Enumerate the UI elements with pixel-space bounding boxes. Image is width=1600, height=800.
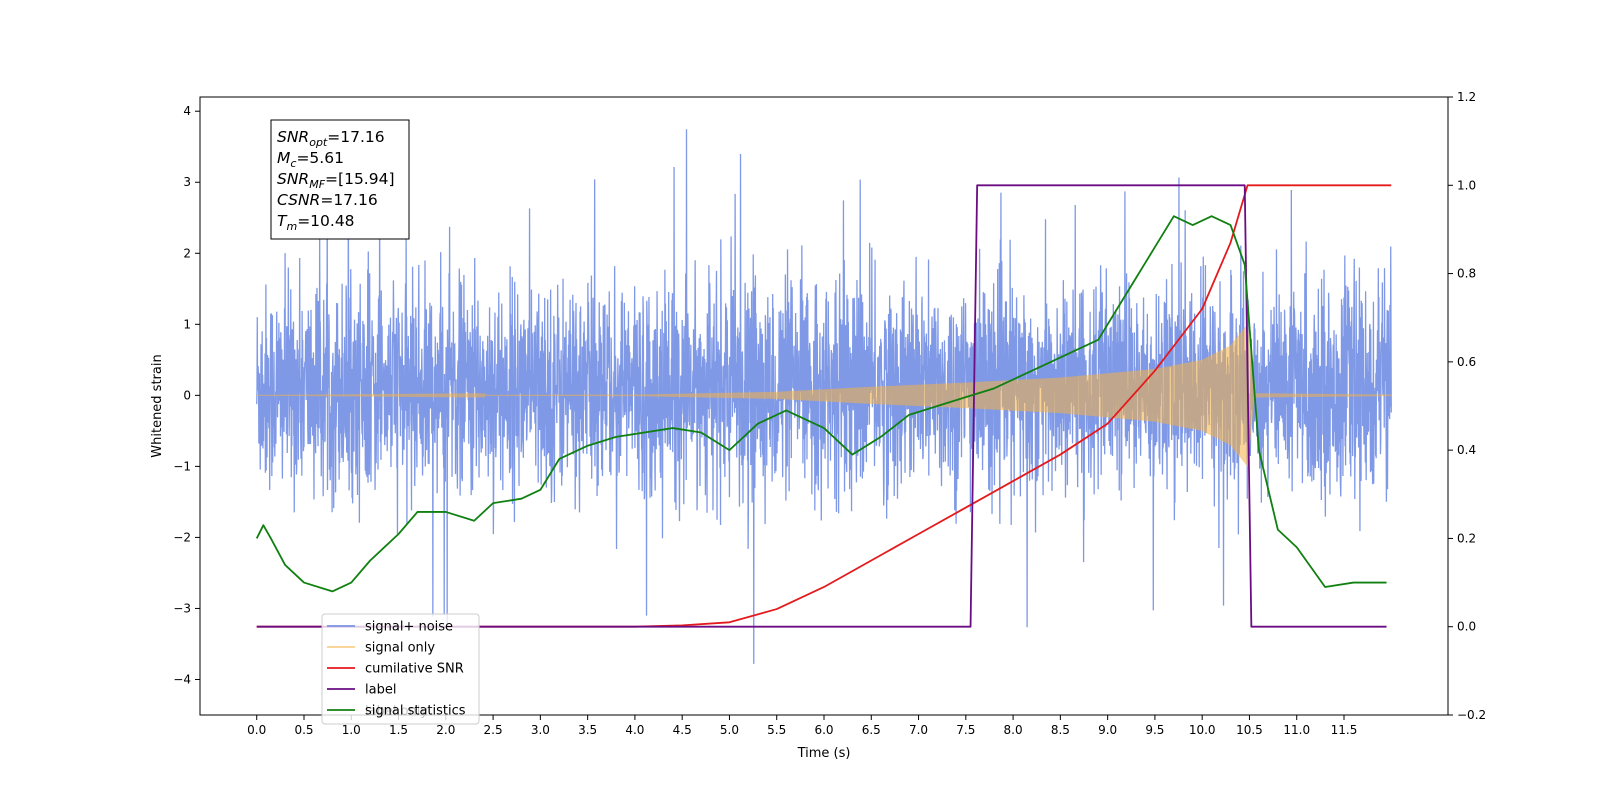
x-tick-label: 9.0 [1098, 723, 1117, 737]
y-tick-label: −4 [173, 672, 191, 686]
x-tick-label: 10.5 [1236, 723, 1263, 737]
info-line: Tm=10.48 [277, 212, 355, 233]
legend-label: label [365, 683, 396, 698]
x-tick-label: 10.0 [1189, 723, 1216, 737]
info-line: SNRMF=[15.94] [277, 170, 395, 191]
legend-label: signal only [365, 641, 435, 656]
y-tick-label: 4 [183, 104, 191, 118]
info-line: CSNR=17.16 [277, 191, 378, 209]
info-box: SNRopt=17.16Mc=5.61SNRMF=[15.94]CSNR=17.… [270, 119, 410, 240]
x-tick-label: 3.5 [578, 723, 597, 737]
series-signal-statistics [255, 215, 1387, 593]
legend-label: cumilative SNR [365, 662, 464, 677]
x-axis-label: Time (s) [797, 746, 851, 761]
x-tick-label: 11.5 [1331, 723, 1358, 737]
y-tick-label: 0 [183, 388, 191, 402]
info-line: SNRopt=17.16 [277, 128, 385, 149]
x-tick-label: 2.5 [484, 723, 503, 737]
x-tick-label: 7.5 [956, 723, 975, 737]
x-tick-label: 8.5 [1051, 723, 1070, 737]
x-tick-label: 0.0 [247, 723, 266, 737]
x-tick-label: 5.5 [767, 723, 786, 737]
x-tick-label: 3.0 [531, 723, 550, 737]
x-tick-label: 1.0 [342, 723, 361, 737]
series-signal-only [256, 324, 1392, 467]
plot-area [255, 129, 1392, 664]
x-tick-label: 8.0 [1004, 723, 1023, 737]
y2-tick-label: 1.0 [1457, 178, 1476, 192]
y-tick-label: 1 [183, 317, 191, 331]
x-tick-label: 11.0 [1283, 723, 1310, 737]
y-tick-label: 3 [183, 175, 191, 189]
y-tick-label: −3 [173, 601, 191, 615]
legend-label: signal statistics [365, 704, 466, 719]
x-tick-label: 2.0 [436, 723, 455, 737]
x-tick-label: 0.5 [294, 723, 313, 737]
legend-label: signal+ noise [365, 620, 453, 635]
y2-tick-label: 0.8 [1457, 267, 1476, 281]
legend-label-faded: label only [365, 704, 428, 719]
y2-tick-label: −0.2 [1457, 708, 1486, 722]
y-axis-label: Whitened strain [150, 354, 165, 457]
x-tick-label: 4.0 [625, 723, 644, 737]
x-tick-label: 6.0 [814, 723, 833, 737]
x-tick-label: 4.5 [673, 723, 692, 737]
x-tick-label: 7.0 [909, 723, 928, 737]
x-tick-label: 6.5 [862, 723, 881, 737]
series-label [256, 184, 1387, 628]
x-tick-label: 5.0 [720, 723, 739, 737]
x-tick-label: 9.5 [1145, 723, 1164, 737]
y-tick-label: −2 [173, 530, 191, 544]
x-tick-label: 1.5 [389, 723, 408, 737]
legend-frame [321, 613, 480, 725]
y2-tick-label: 0.4 [1457, 443, 1476, 457]
info-box-frame [270, 119, 410, 240]
legend: signal+ noise signal only cumilative SNR la… [321, 613, 480, 725]
y-tick-label: −1 [173, 459, 191, 473]
y2-tick-label: 0.2 [1457, 531, 1476, 545]
y2-tick-label: 1.2 [1457, 90, 1476, 104]
y2-tick-label: 0.6 [1457, 355, 1476, 369]
y-tick-label: 2 [183, 246, 191, 260]
y2-tick-label: 0.0 [1457, 620, 1476, 634]
series-cumilative-snr [256, 184, 1392, 628]
info-line: Mc=5.61 [277, 149, 344, 170]
